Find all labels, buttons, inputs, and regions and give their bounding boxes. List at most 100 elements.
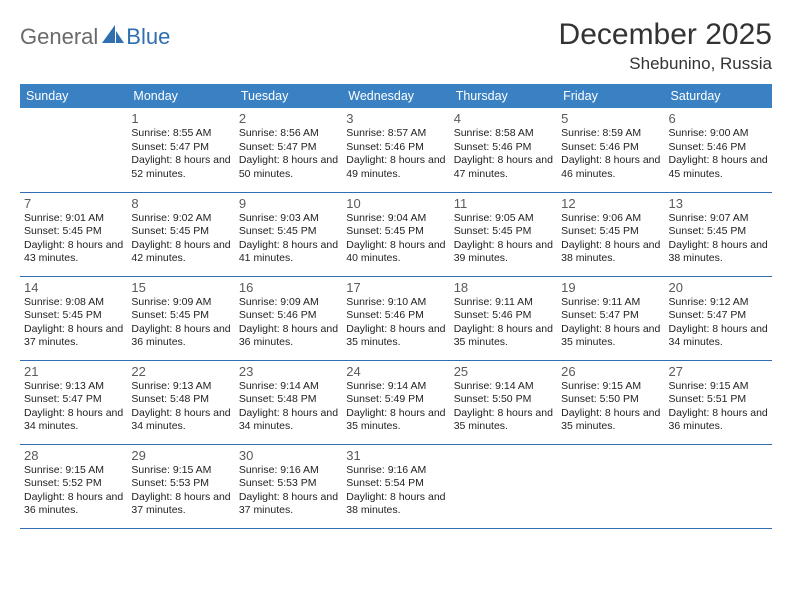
- sunset-line: Sunset: 5:45 PM: [131, 225, 230, 239]
- sunrise-line: Sunrise: 9:04 AM: [346, 212, 445, 226]
- day-info: Sunrise: 9:15 AMSunset: 5:51 PMDaylight:…: [669, 380, 768, 435]
- logo-sail-icon: [102, 25, 124, 43]
- day-cell: 29Sunrise: 9:15 AMSunset: 5:53 PMDayligh…: [127, 444, 234, 528]
- day-number: 1: [131, 111, 230, 126]
- day-cell: 13Sunrise: 9:07 AMSunset: 5:45 PMDayligh…: [665, 192, 772, 276]
- day-cell: 21Sunrise: 9:13 AMSunset: 5:47 PMDayligh…: [20, 360, 127, 444]
- day-cell: 19Sunrise: 9:11 AMSunset: 5:47 PMDayligh…: [557, 276, 664, 360]
- sunset-line: Sunset: 5:46 PM: [346, 141, 445, 155]
- day-info: Sunrise: 9:11 AMSunset: 5:47 PMDaylight:…: [561, 296, 660, 351]
- daylight-line: Daylight: 8 hours and 35 minutes.: [454, 407, 553, 434]
- day-number: 3: [346, 111, 445, 126]
- day-cell: 31Sunrise: 9:16 AMSunset: 5:54 PMDayligh…: [342, 444, 449, 528]
- day-info: Sunrise: 9:01 AMSunset: 5:45 PMDaylight:…: [24, 212, 123, 267]
- day-number: 9: [239, 196, 338, 211]
- sunset-line: Sunset: 5:53 PM: [239, 477, 338, 491]
- day-info: Sunrise: 9:14 AMSunset: 5:50 PMDaylight:…: [454, 380, 553, 435]
- sunset-line: Sunset: 5:54 PM: [346, 477, 445, 491]
- day-number: 4: [454, 111, 553, 126]
- daylight-line: Daylight: 8 hours and 36 minutes.: [24, 491, 123, 518]
- daylight-line: Daylight: 8 hours and 46 minutes.: [561, 154, 660, 181]
- sunrise-line: Sunrise: 9:15 AM: [561, 380, 660, 394]
- sunset-line: Sunset: 5:50 PM: [454, 393, 553, 407]
- day-number: 19: [561, 280, 660, 295]
- day-cell: 9Sunrise: 9:03 AMSunset: 5:45 PMDaylight…: [235, 192, 342, 276]
- day-cell: 2Sunrise: 8:56 AMSunset: 5:47 PMDaylight…: [235, 108, 342, 192]
- day-cell: 27Sunrise: 9:15 AMSunset: 5:51 PMDayligh…: [665, 360, 772, 444]
- sunrise-line: Sunrise: 9:02 AM: [131, 212, 230, 226]
- day-info: Sunrise: 9:06 AMSunset: 5:45 PMDaylight:…: [561, 212, 660, 267]
- sunset-line: Sunset: 5:47 PM: [561, 309, 660, 323]
- day-number: 20: [669, 280, 768, 295]
- daylight-line: Daylight: 8 hours and 39 minutes.: [454, 239, 553, 266]
- daylight-line: Daylight: 8 hours and 50 minutes.: [239, 154, 338, 181]
- day-info: Sunrise: 9:14 AMSunset: 5:49 PMDaylight:…: [346, 380, 445, 435]
- day-number: 18: [454, 280, 553, 295]
- sunrise-line: Sunrise: 9:11 AM: [454, 296, 553, 310]
- sunset-line: Sunset: 5:45 PM: [454, 225, 553, 239]
- sunset-line: Sunset: 5:47 PM: [669, 309, 768, 323]
- sunrise-line: Sunrise: 9:07 AM: [669, 212, 768, 226]
- sunset-line: Sunset: 5:45 PM: [24, 225, 123, 239]
- day-number: 11: [454, 196, 553, 211]
- day-info: Sunrise: 9:16 AMSunset: 5:54 PMDaylight:…: [346, 464, 445, 519]
- day-number: 15: [131, 280, 230, 295]
- week-row: 21Sunrise: 9:13 AMSunset: 5:47 PMDayligh…: [20, 360, 772, 444]
- sunset-line: Sunset: 5:47 PM: [239, 141, 338, 155]
- month-title: December 2025: [559, 18, 772, 52]
- day-cell: 28Sunrise: 9:15 AMSunset: 5:52 PMDayligh…: [20, 444, 127, 528]
- day-number: 29: [131, 448, 230, 463]
- day-number: 8: [131, 196, 230, 211]
- week-row: 14Sunrise: 9:08 AMSunset: 5:45 PMDayligh…: [20, 276, 772, 360]
- sunset-line: Sunset: 5:46 PM: [239, 309, 338, 323]
- sunset-line: Sunset: 5:45 PM: [239, 225, 338, 239]
- header: General Blue December 2025 Shebunino, Ru…: [20, 18, 772, 74]
- sunset-line: Sunset: 5:46 PM: [561, 141, 660, 155]
- day-info: Sunrise: 9:09 AMSunset: 5:45 PMDaylight:…: [131, 296, 230, 351]
- calendar-page: General Blue December 2025 Shebunino, Ru…: [0, 0, 792, 539]
- day-number: 21: [24, 364, 123, 379]
- day-cell: 18Sunrise: 9:11 AMSunset: 5:46 PMDayligh…: [450, 276, 557, 360]
- day-info: Sunrise: 8:55 AMSunset: 5:47 PMDaylight:…: [131, 127, 230, 182]
- day-number: 5: [561, 111, 660, 126]
- day-info: Sunrise: 9:04 AMSunset: 5:45 PMDaylight:…: [346, 212, 445, 267]
- sunrise-line: Sunrise: 8:59 AM: [561, 127, 660, 141]
- day-cell: 24Sunrise: 9:14 AMSunset: 5:49 PMDayligh…: [342, 360, 449, 444]
- day-number: 7: [24, 196, 123, 211]
- sunrise-line: Sunrise: 8:55 AM: [131, 127, 230, 141]
- sunrise-line: Sunrise: 9:09 AM: [131, 296, 230, 310]
- day-cell: 17Sunrise: 9:10 AMSunset: 5:46 PMDayligh…: [342, 276, 449, 360]
- day-header-cell: Tuesday: [235, 84, 342, 108]
- day-cell: 6Sunrise: 9:00 AMSunset: 5:46 PMDaylight…: [665, 108, 772, 192]
- sunset-line: Sunset: 5:45 PM: [561, 225, 660, 239]
- day-cell: 30Sunrise: 9:16 AMSunset: 5:53 PMDayligh…: [235, 444, 342, 528]
- day-header-cell: Friday: [557, 84, 664, 108]
- day-info: Sunrise: 9:12 AMSunset: 5:47 PMDaylight:…: [669, 296, 768, 351]
- week-row: 28Sunrise: 9:15 AMSunset: 5:52 PMDayligh…: [20, 444, 772, 528]
- daylight-line: Daylight: 8 hours and 38 minutes.: [561, 239, 660, 266]
- day-number: 22: [131, 364, 230, 379]
- day-info: Sunrise: 8:57 AMSunset: 5:46 PMDaylight:…: [346, 127, 445, 182]
- sunrise-line: Sunrise: 9:16 AM: [239, 464, 338, 478]
- day-number: 17: [346, 280, 445, 295]
- calendar-body: 1Sunrise: 8:55 AMSunset: 5:47 PMDaylight…: [20, 108, 772, 528]
- day-number: 27: [669, 364, 768, 379]
- daylight-line: Daylight: 8 hours and 42 minutes.: [131, 239, 230, 266]
- sunrise-line: Sunrise: 9:08 AM: [24, 296, 123, 310]
- logo-text-blue: Blue: [126, 24, 170, 50]
- sunrise-line: Sunrise: 9:14 AM: [454, 380, 553, 394]
- day-cell: 15Sunrise: 9:09 AMSunset: 5:45 PMDayligh…: [127, 276, 234, 360]
- day-cell: 12Sunrise: 9:06 AMSunset: 5:45 PMDayligh…: [557, 192, 664, 276]
- daylight-line: Daylight: 8 hours and 34 minutes.: [239, 407, 338, 434]
- sunrise-line: Sunrise: 9:10 AM: [346, 296, 445, 310]
- daylight-line: Daylight: 8 hours and 49 minutes.: [346, 154, 445, 181]
- day-cell: [557, 444, 664, 528]
- day-cell: 7Sunrise: 9:01 AMSunset: 5:45 PMDaylight…: [20, 192, 127, 276]
- sunset-line: Sunset: 5:52 PM: [24, 477, 123, 491]
- daylight-line: Daylight: 8 hours and 37 minutes.: [239, 491, 338, 518]
- day-cell: 11Sunrise: 9:05 AMSunset: 5:45 PMDayligh…: [450, 192, 557, 276]
- sunrise-line: Sunrise: 9:15 AM: [24, 464, 123, 478]
- daylight-line: Daylight: 8 hours and 36 minutes.: [239, 323, 338, 350]
- sunset-line: Sunset: 5:53 PM: [131, 477, 230, 491]
- day-info: Sunrise: 8:58 AMSunset: 5:46 PMDaylight:…: [454, 127, 553, 182]
